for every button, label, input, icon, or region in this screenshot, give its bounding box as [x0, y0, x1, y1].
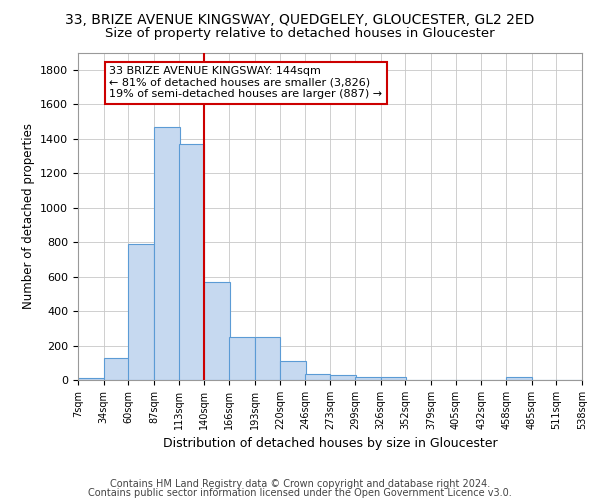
- Text: 33, BRIZE AVENUE KINGSWAY, QUEDGELEY, GLOUCESTER, GL2 2ED: 33, BRIZE AVENUE KINGSWAY, QUEDGELEY, GL…: [65, 12, 535, 26]
- Bar: [154, 126, 179, 380]
- Bar: [280, 361, 306, 380]
- Bar: [104, 358, 129, 380]
- Bar: [381, 378, 406, 380]
- Text: Size of property relative to detached houses in Gloucester: Size of property relative to detached ho…: [105, 28, 495, 40]
- Bar: [204, 282, 230, 380]
- Bar: [506, 376, 532, 380]
- Bar: [254, 337, 280, 380]
- Bar: [179, 144, 204, 380]
- Text: 33 BRIZE AVENUE KINGSWAY: 144sqm
← 81% of detached houses are smaller (3,826)
19: 33 BRIZE AVENUE KINGSWAY: 144sqm ← 81% o…: [109, 66, 382, 100]
- Bar: [305, 374, 331, 380]
- Text: Contains public sector information licensed under the Open Government Licence v3: Contains public sector information licen…: [88, 488, 512, 498]
- Bar: [355, 376, 381, 380]
- Bar: [128, 244, 154, 380]
- Bar: [78, 378, 104, 380]
- X-axis label: Distribution of detached houses by size in Gloucester: Distribution of detached houses by size …: [163, 438, 497, 450]
- Text: Contains HM Land Registry data © Crown copyright and database right 2024.: Contains HM Land Registry data © Crown c…: [110, 479, 490, 489]
- Bar: [229, 337, 254, 380]
- Bar: [331, 375, 356, 380]
- Y-axis label: Number of detached properties: Number of detached properties: [22, 123, 35, 309]
